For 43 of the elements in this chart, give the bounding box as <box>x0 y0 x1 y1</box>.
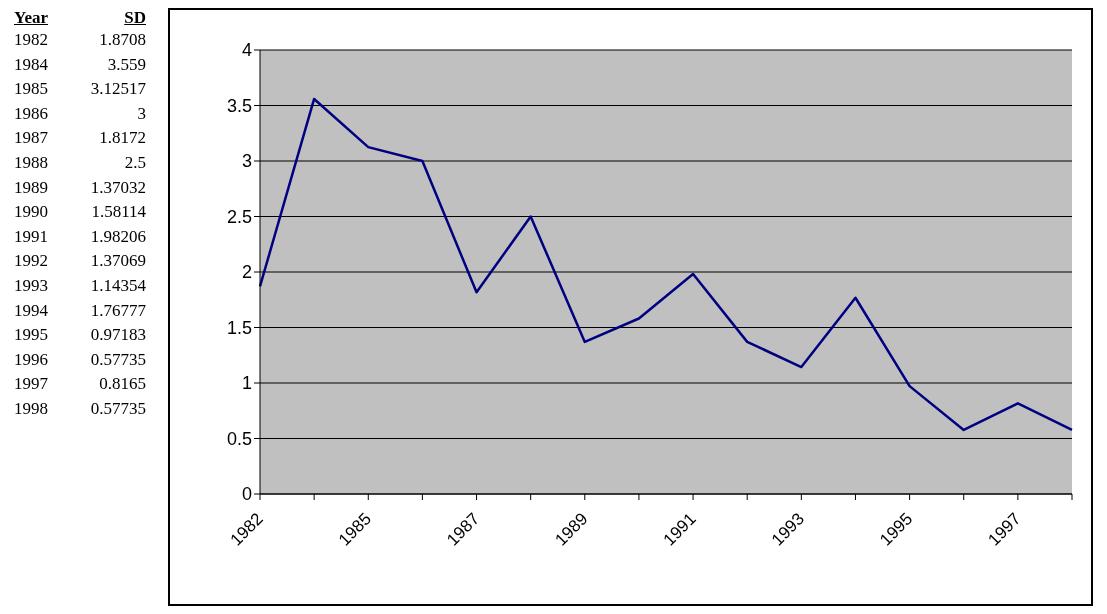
text: 1986 <box>13 102 49 125</box>
text: 1996 <box>13 348 49 371</box>
text: 1.8172 <box>99 128 146 148</box>
y-tick-label: 2 <box>241 262 252 283</box>
text: 2.5 <box>124 152 146 172</box>
text: 1995 <box>13 324 49 347</box>
text: 1.8708 <box>99 30 146 49</box>
y-tick-label: 0.5 <box>226 428 252 449</box>
text: 0.57735 <box>90 398 146 418</box>
text: 1991 <box>13 225 49 248</box>
text: 1.98206 <box>90 226 146 246</box>
y-tick-label: 2.5 <box>226 206 252 227</box>
text: 3.12517 <box>90 79 146 99</box>
text: 1.14354 <box>90 275 146 295</box>
text: 3.559 <box>107 54 146 74</box>
text: 0.97183 <box>90 325 146 345</box>
text: 1.37069 <box>90 251 146 271</box>
text: 1984 <box>13 53 49 76</box>
y-tick-label: 0 <box>241 484 252 505</box>
y-tick-label: 1 <box>241 373 252 394</box>
text: 1988 <box>13 151 49 174</box>
text: 1989 <box>13 176 49 199</box>
text: 1985 <box>13 78 49 101</box>
y-tick-label: 3.5 <box>226 95 252 116</box>
text: 1.76777 <box>90 300 146 320</box>
y-tick-label: 1.5 <box>226 317 252 338</box>
text: 0.57735 <box>90 349 146 369</box>
text: 1997 <box>13 373 49 396</box>
y-tick-label: 3 <box>241 151 252 172</box>
text: 1982 <box>13 29 49 51</box>
text: 1993 <box>13 274 49 297</box>
text: 0.8165 <box>99 374 146 394</box>
text: 1987 <box>13 127 49 150</box>
text: SD <box>123 8 147 28</box>
text: 1990 <box>13 201 49 224</box>
y-tick-label: 4 <box>241 40 252 61</box>
text: 1994 <box>13 299 49 322</box>
text: 1998 <box>13 397 49 420</box>
text: Year <box>13 8 49 28</box>
text: 1992 <box>13 250 49 273</box>
text: 1.58114 <box>91 202 146 222</box>
text: 1.37032 <box>90 177 146 197</box>
text: 3 <box>137 103 146 123</box>
